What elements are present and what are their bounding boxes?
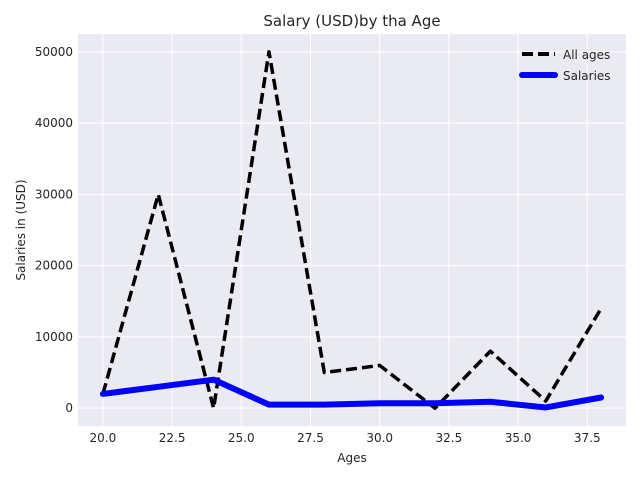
x-tick-label: 22.5 [159,431,186,445]
y-tick-label: 40000 [35,116,73,130]
series-line-all-ages [101,50,603,410]
x-axis-label: Ages [337,451,366,465]
y-tick-label: 50000 [35,45,73,59]
y-axis-ticks: 0 10000 20000 30000 40000 50000 [35,45,73,415]
legend-label-salaries: Salaries [563,69,611,83]
x-tick-label: 37.5 [574,431,601,445]
plot-area [78,34,626,426]
x-tick-label: 30.0 [366,431,393,445]
x-tick-label: 35.0 [505,431,532,445]
x-tick-label: 32.5 [436,431,463,445]
x-tick-label: 25.0 [228,431,255,445]
y-tick-label: 20000 [35,259,73,273]
series-line-salaries [99,376,605,411]
legend: All ages Salaries [519,48,611,83]
grid [78,34,626,426]
chart-title: Salary (USD)by tha Age [263,12,440,30]
y-tick-label: 10000 [35,330,73,344]
series-lines [99,50,605,411]
x-axis-ticks: 20.0 22.5 25.0 27.5 30.0 32.5 35.0 37.5 [90,431,601,445]
y-axis-label: Salaries in (USD) [14,179,28,280]
x-tick-label: 20.0 [90,431,117,445]
y-tick-label: 30000 [35,187,73,201]
y-tick-label: 0 [65,401,73,415]
legend-label-all-ages: All ages [563,48,610,62]
x-tick-label: 27.5 [297,431,324,445]
